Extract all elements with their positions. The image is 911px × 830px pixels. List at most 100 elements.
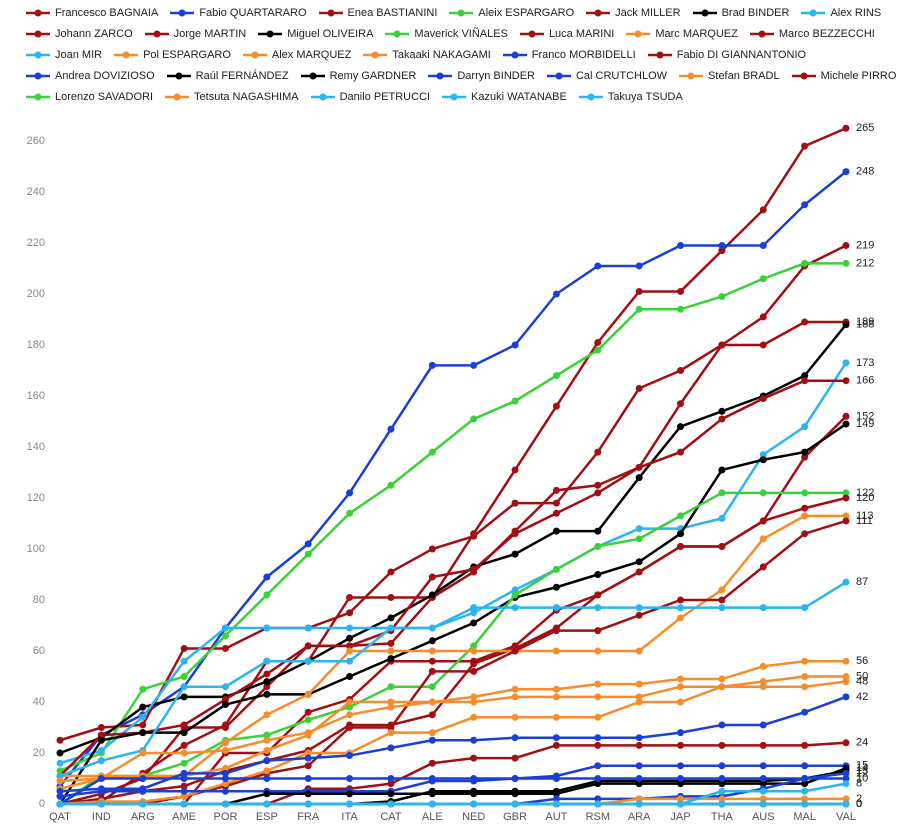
x-tick-label: ARG [131, 811, 155, 823]
data-point [759, 456, 767, 464]
data-point [759, 451, 767, 459]
data-point [428, 711, 436, 719]
data-point [428, 683, 436, 691]
legend-item[interactable]: Tetsuta NAGASHIMA [165, 88, 299, 106]
data-point [759, 800, 767, 808]
data-point [221, 739, 229, 747]
data-point [842, 693, 850, 701]
legend-item[interactable]: Raúl FERNÁNDEZ [166, 67, 289, 85]
data-point [221, 775, 229, 782]
y-tick-label: 220 [27, 237, 45, 249]
data-point [387, 568, 395, 576]
data-point [759, 795, 767, 803]
y-tick-label: 20 [33, 747, 45, 759]
data-point [635, 762, 643, 770]
legend-item[interactable]: Remy GARDNER [300, 67, 417, 85]
data-point [842, 578, 850, 586]
data-point [387, 624, 395, 632]
data-point [511, 693, 519, 701]
legend-item[interactable]: Lorenzo SAVADORI [26, 88, 153, 106]
legend-item[interactable]: Danilo PETRUCCI [310, 88, 430, 106]
data-point [759, 662, 767, 670]
legend-item[interactable]: Andrea DOVIZIOSO [26, 67, 155, 85]
data-point [635, 734, 643, 742]
series-line [58, 423, 847, 805]
legend-item[interactable]: Jack MILLER [586, 4, 681, 22]
end-label: 56 [856, 655, 868, 667]
legend-item[interactable]: Takaaki NAKAGAMI [363, 46, 491, 64]
data-point [718, 683, 726, 691]
data-point [263, 690, 271, 698]
data-point [842, 168, 850, 176]
legend-item[interactable]: Johann ZARCO [26, 25, 133, 43]
legend-label: Remy GARDNER [329, 70, 417, 82]
data-point [718, 415, 726, 423]
legend-dot [327, 9, 335, 17]
legend-item[interactable]: Michele PIRRO [791, 67, 896, 85]
data-point [221, 769, 229, 777]
data-point [304, 731, 312, 739]
data-point [759, 762, 767, 770]
legend-item[interactable]: Jorge MARTIN [144, 25, 247, 43]
legend-item[interactable]: Marco BEZZECCHI [749, 25, 875, 43]
legend-label: Joan MIR [55, 49, 103, 61]
legend-item[interactable]: Takuya TSUDA [578, 88, 683, 106]
data-point [180, 644, 188, 652]
data-point [428, 698, 436, 706]
legend-item[interactable]: Aleix ESPARGARO [449, 4, 574, 22]
legend-item[interactable]: Darryn BINDER [428, 67, 535, 85]
end-label: 0 [856, 798, 862, 810]
legend-item[interactable]: Fabio DI GIANNANTONIO [647, 46, 807, 64]
end-label: 166 [856, 375, 874, 387]
data-point [552, 583, 560, 591]
data-point [263, 736, 271, 744]
legend-dot [173, 93, 181, 101]
data-point [346, 647, 354, 655]
legend-item[interactable]: Brad BINDER [692, 4, 789, 22]
legend-item[interactable]: Stefan BRADL [679, 67, 780, 85]
data-point [470, 775, 478, 782]
data-point [594, 647, 602, 655]
data-point [387, 647, 395, 655]
legend-label: Johann ZARCO [55, 28, 133, 40]
legend-item[interactable]: Joan MIR [26, 46, 102, 64]
legend-item[interactable]: Enea BASTIANINI [318, 4, 437, 22]
legend-swatch [170, 9, 195, 17]
legend-item[interactable]: Luca MARINI [519, 25, 614, 43]
series-line [59, 764, 846, 798]
legend-label: Fabio DI GIANNANTONIO [676, 49, 807, 61]
legend-label: Jorge MARTIN [173, 28, 247, 40]
data-point [759, 535, 767, 543]
legend-item[interactable]: Miguel OLIVEIRA [258, 25, 373, 43]
series-line [59, 659, 846, 783]
legend-dot [594, 9, 602, 17]
data-point [428, 624, 436, 632]
data-point [552, 787, 560, 795]
legend-item[interactable]: Maverick VIÑALES [385, 25, 508, 43]
data-point [635, 463, 643, 471]
legend-item[interactable]: Franco MORBIDELLI [502, 46, 636, 64]
data-point [263, 757, 271, 765]
data-point [801, 377, 809, 385]
data-point [552, 741, 560, 749]
legend-swatch [310, 93, 335, 101]
legend-item[interactable]: Kazuki WATANABE [442, 88, 567, 106]
data-point [594, 527, 602, 535]
data-point [97, 724, 105, 731]
legend-item[interactable]: Francesco BAGNAIA [26, 4, 158, 22]
data-point [221, 800, 229, 808]
legend-item[interactable]: Marc MARQUEZ [626, 25, 738, 43]
x-tick-label: ARA [628, 811, 651, 823]
legend-item[interactable]: Cal CRUTCHLOW [546, 67, 667, 85]
legend-item[interactable]: Pol ESPARGARO [114, 46, 231, 64]
legend-item[interactable]: Alex RINS [801, 4, 881, 22]
series-line [59, 323, 847, 755]
data-point [552, 604, 560, 612]
legend-item[interactable]: Fabio QUARTARARO [170, 4, 307, 22]
legend-dot [178, 9, 186, 17]
legend-item[interactable]: Alex MARQUEZ [242, 46, 351, 64]
data-point [346, 593, 354, 601]
data-point [139, 800, 147, 808]
x-tick-label: RSM [586, 811, 610, 823]
